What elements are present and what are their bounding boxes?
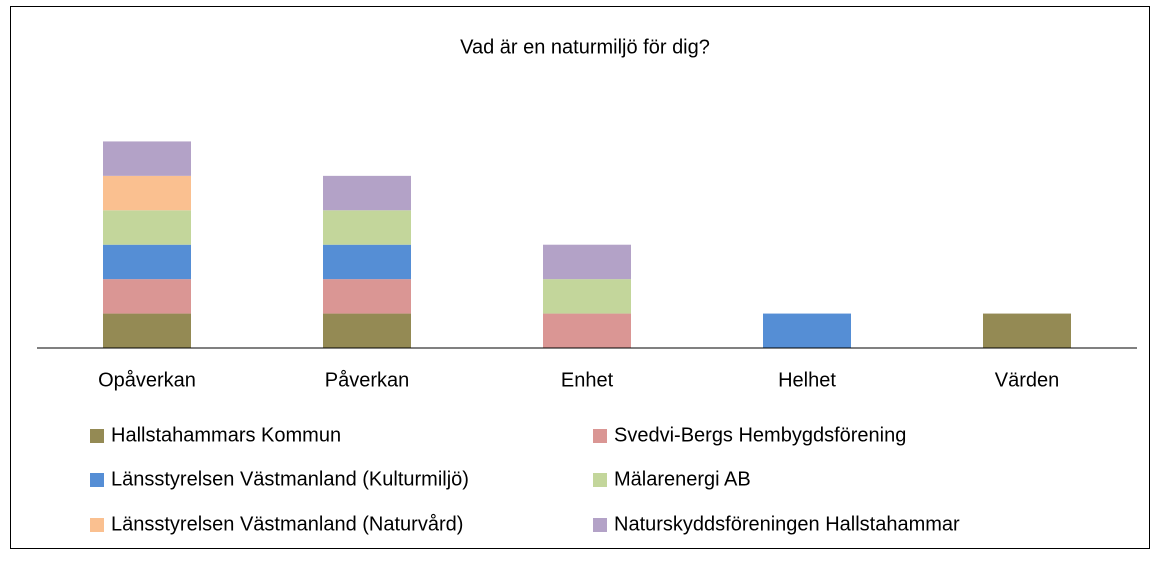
bar-segment bbox=[103, 141, 191, 176]
bar-segment bbox=[103, 313, 191, 348]
bar-segment bbox=[543, 279, 631, 314]
bar-segment bbox=[103, 279, 191, 314]
bar-segment bbox=[103, 210, 191, 245]
legend-swatch bbox=[90, 473, 104, 487]
x-tick-label: Påverkan bbox=[325, 369, 410, 391]
bar-segment bbox=[323, 313, 411, 348]
legend-label: Mälarenergi AB bbox=[614, 468, 751, 490]
x-tick-label: Helhet bbox=[778, 369, 836, 391]
legend-label: Hallstahammars Kommun bbox=[111, 424, 341, 446]
bar-segment bbox=[543, 244, 631, 280]
x-tick-label: Opåverkan bbox=[98, 369, 196, 391]
bar-segment bbox=[323, 244, 411, 280]
legend-label: Naturskyddsföreningen Hallstahammar bbox=[614, 513, 960, 535]
legend-label: Svedvi-Bergs Hembygdsförening bbox=[614, 424, 906, 446]
legend-swatch bbox=[593, 518, 607, 532]
x-tick-label: Enhet bbox=[561, 369, 614, 391]
legend-swatch bbox=[593, 473, 607, 487]
legend-swatch bbox=[90, 518, 104, 532]
legend-label: Länsstyrelsen Västmanland (Naturvård) bbox=[111, 513, 463, 535]
bar-segment bbox=[543, 313, 631, 348]
bar-segment bbox=[983, 313, 1071, 348]
bar-segment bbox=[323, 279, 411, 314]
bar-segment bbox=[323, 210, 411, 245]
bar-segment bbox=[103, 175, 191, 211]
chart-title: Vad är en naturmiljö för dig? bbox=[460, 36, 710, 58]
bar-segment bbox=[103, 244, 191, 280]
legend-swatch bbox=[90, 429, 104, 443]
bar-segment bbox=[763, 313, 851, 348]
legend-swatch bbox=[593, 429, 607, 443]
legend-label: Länsstyrelsen Västmanland (Kulturmiljö) bbox=[111, 468, 469, 490]
x-tick-label: Värden bbox=[995, 369, 1060, 391]
bar-segment bbox=[323, 175, 411, 211]
